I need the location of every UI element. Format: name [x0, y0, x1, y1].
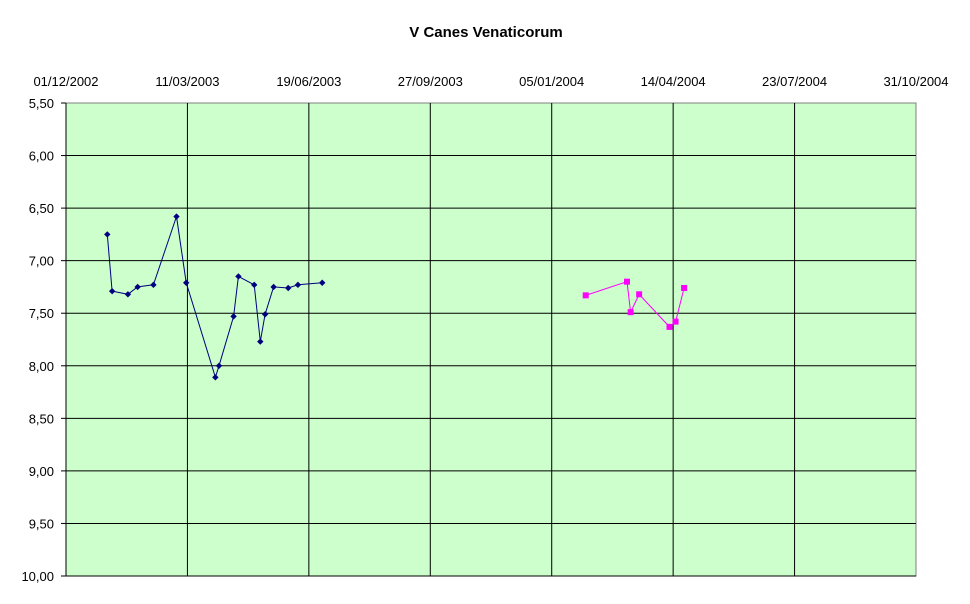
data-series — [104, 213, 688, 381]
series-1-point — [124, 291, 132, 298]
y-tick-label: 8,00 — [29, 359, 54, 374]
y-tick-label: 9,00 — [29, 464, 54, 479]
series-1-point — [134, 283, 141, 291]
x-tick-label: 27/09/2003 — [398, 74, 463, 89]
plot-area — [65, 102, 917, 577]
x-tick-label: 05/01/2004 — [519, 74, 584, 89]
y-tick-label: 6,00 — [29, 149, 54, 164]
series-1-point — [108, 287, 116, 295]
series-1-point — [183, 279, 190, 286]
series-1-point — [212, 374, 219, 381]
y-tick-label: 7,50 — [29, 306, 54, 321]
x-tick-label: 23/07/2004 — [762, 74, 827, 89]
y-axis-tick-labels: 5,50 6,00 6,50 7,00 7,50 8,00 8,50 9,00 9,50 10,0… — [21, 96, 54, 584]
series-1-point — [230, 313, 237, 320]
series-1-point — [270, 283, 277, 291]
y-tick-label: 10,00 — [21, 569, 54, 584]
series-1-point — [319, 279, 326, 286]
series-1-point — [294, 281, 302, 289]
series-2-point — [672, 318, 679, 325]
series-1-point — [257, 338, 264, 345]
chart-title: V Canes Venaticorum — [409, 24, 562, 41]
series-1-point — [285, 284, 292, 292]
series-1-point — [104, 231, 111, 238]
series-1-point — [251, 281, 258, 289]
y-tick-label: 9,50 — [29, 516, 54, 531]
series-1-point — [173, 213, 180, 220]
y-tick-label: 5,50 — [29, 96, 54, 111]
x-tick-label: 14/04/2004 — [641, 74, 706, 89]
y-tick-label: 7,00 — [29, 254, 54, 269]
series-2-point — [681, 284, 688, 291]
x-axis-tick-labels: 01/12/2002 11/03/2003 19/06/2003 27/09/2003… — [33, 74, 948, 89]
y-tick-label: 8,50 — [29, 411, 54, 426]
x-tick-label: 31/10/2004 — [883, 74, 948, 89]
x-tick-label: 19/06/2003 — [276, 74, 341, 89]
series-2-point — [666, 323, 673, 330]
series-2-point — [627, 309, 634, 316]
series-2-point — [582, 292, 589, 299]
series-1-point — [261, 311, 269, 318]
x-tick-label: 01/12/2002 — [33, 74, 98, 89]
gridlines — [61, 102, 916, 577]
series-1-point — [150, 281, 157, 289]
series-1-point — [215, 362, 223, 369]
series-2-point — [624, 278, 630, 285]
x-tick-label: 11/03/2003 — [155, 74, 219, 89]
series-2-point — [636, 291, 643, 298]
series-1-point — [235, 273, 242, 280]
y-tick-label: 6,50 — [29, 201, 54, 216]
